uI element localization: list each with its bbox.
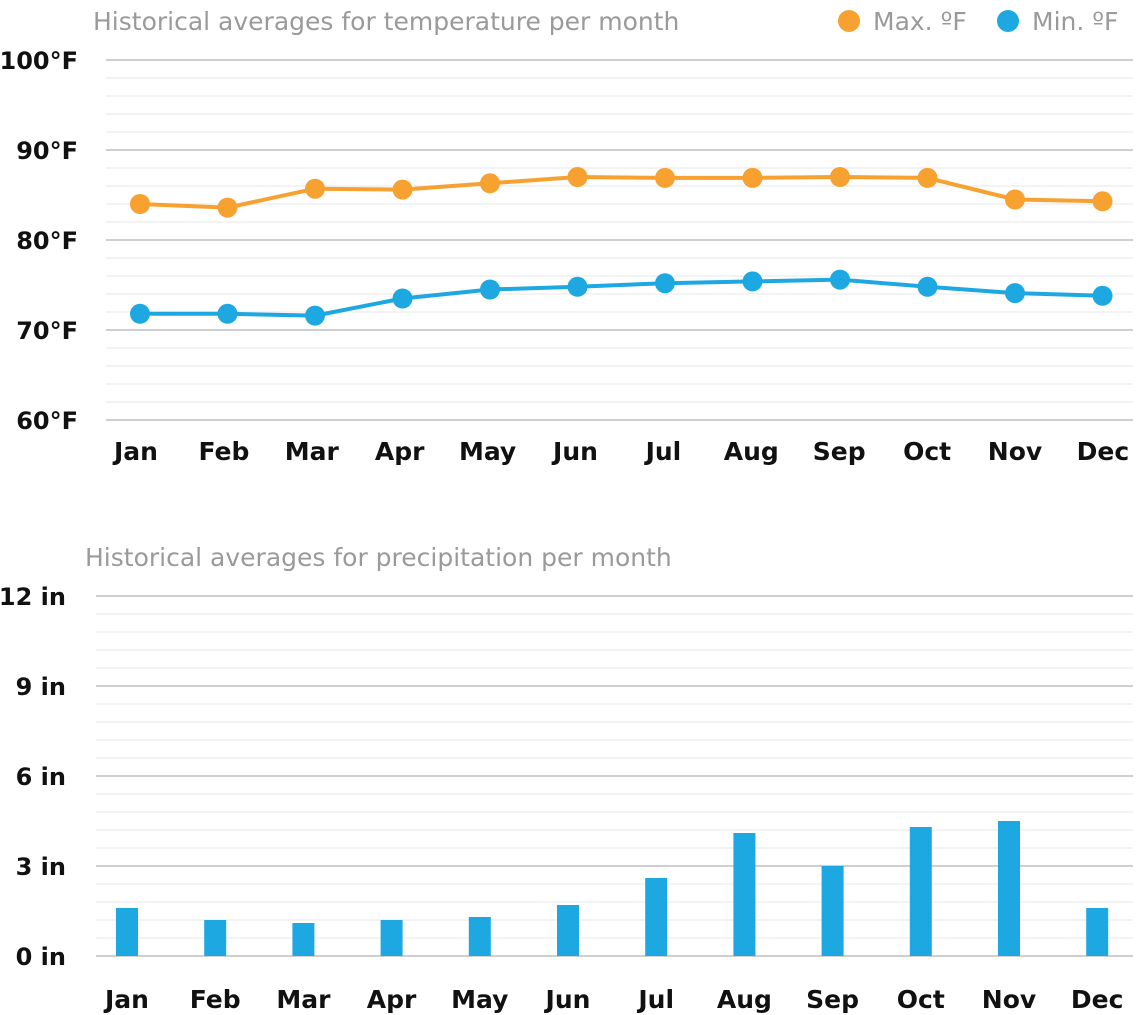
bar-mar[interactable] — [292, 923, 315, 956]
data-point-min-dec[interactable] — [1092, 285, 1113, 306]
x-tick-label: Oct — [897, 985, 945, 1014]
x-tick-label: Apr — [367, 985, 417, 1014]
temperature-chart: Historical averages for temperature per … — [0, 7, 1133, 466]
data-point-max-jun[interactable] — [567, 167, 588, 187]
data-point-max-jan[interactable] — [130, 194, 150, 214]
x-tick-label: Jun — [551, 437, 598, 466]
series-line-min — [140, 277, 1103, 318]
precipitation-chart-title: Historical averages for precipitation pe… — [85, 543, 672, 572]
precipitation-x-axis: Jan Feb Mar Apr May Jun Jul Aug Sep Oct Nov Dec — [103, 985, 1123, 1014]
data-point-max-jul[interactable] — [655, 167, 675, 188]
y-tick-label: 9 in — [16, 673, 66, 701]
y-tick-label: 3 in — [16, 853, 66, 881]
bar-jul[interactable] — [645, 878, 668, 956]
legend-min-marker[interactable] — [997, 10, 1019, 32]
data-point-max-aug[interactable] — [742, 167, 763, 188]
x-tick-label: Nov — [982, 985, 1036, 1014]
y-tick-label: 60°F — [16, 407, 78, 435]
x-tick-label: Nov — [988, 437, 1042, 466]
x-tick-label: Mar — [276, 985, 331, 1014]
data-point-max-apr[interactable] — [392, 179, 413, 200]
bar-aug[interactable] — [733, 833, 756, 956]
data-point-max-may[interactable] — [480, 173, 500, 194]
series-line-max — [139, 175, 1103, 210]
x-tick-label: Dec — [1077, 437, 1130, 466]
bar-feb[interactable] — [204, 920, 227, 956]
bar-oct[interactable] — [909, 827, 932, 956]
x-tick-label: Jan — [112, 437, 158, 466]
y-tick-label: 70°F — [16, 317, 78, 345]
data-point-max-dec[interactable] — [1092, 191, 1113, 212]
y-tick-label: 90°F — [16, 137, 78, 165]
x-tick-label: Feb — [198, 437, 249, 466]
x-tick-label: Mar — [285, 437, 340, 466]
bar-jun[interactable] — [557, 905, 579, 956]
data-point-max-feb[interactable] — [217, 197, 238, 218]
x-tick-label: May — [451, 985, 508, 1014]
data-point-min-apr[interactable] — [392, 288, 413, 309]
data-point-min-nov[interactable] — [1005, 283, 1025, 304]
data-point-min-sep[interactable] — [830, 269, 850, 290]
x-tick-label: Apr — [375, 437, 425, 466]
data-point-min-mar[interactable] — [305, 305, 325, 326]
y-tick-label: 100°F — [0, 47, 78, 75]
data-point-min-jun[interactable] — [567, 276, 588, 297]
y-tick-label: 80°F — [16, 227, 78, 255]
x-tick-label: Aug — [724, 437, 779, 466]
data-point-min-jan[interactable] — [130, 303, 150, 324]
y-tick-label: 0 in — [16, 943, 66, 971]
data-point-min-feb[interactable] — [217, 303, 238, 324]
precipitation-chart: Historical averages for precipitation pe… — [0, 543, 1133, 1014]
x-tick-label: Oct — [903, 437, 951, 466]
data-point-min-jul[interactable] — [655, 273, 675, 294]
legend-min-label[interactable]: Min. ºF — [1032, 7, 1118, 36]
x-tick-label: May — [459, 437, 516, 466]
legend-max-label[interactable]: Max. ºF — [873, 7, 967, 36]
temperature-x-axis: Jan Feb Mar Apr May Jun Jul Aug Sep Oct Nov Dec — [112, 437, 1129, 466]
data-point-max-oct[interactable] — [917, 167, 938, 188]
temperature-chart-title: Historical averages for temperature per … — [93, 7, 679, 36]
legend-max-marker[interactable] — [838, 10, 860, 32]
temperature-series — [130, 167, 1113, 326]
x-tick-label: Feb — [190, 985, 241, 1014]
y-tick-label: 12 in — [0, 583, 66, 611]
bar-dec[interactable] — [1086, 908, 1109, 956]
precipitation-y-axis: 12 in 9 in 6 in 3 in 0 in — [0, 583, 66, 971]
precipitation-gridlines — [96, 595, 1133, 957]
data-point-max-sep[interactable] — [830, 167, 850, 187]
x-tick-label: Jan — [103, 985, 149, 1014]
bar-sep[interactable] — [821, 866, 844, 956]
x-tick-label: Sep — [813, 437, 866, 466]
x-tick-label: Sep — [806, 985, 859, 1014]
x-tick-label: Jun — [544, 985, 591, 1014]
data-point-max-mar[interactable] — [305, 178, 325, 199]
data-point-min-oct[interactable] — [917, 276, 938, 297]
bar-nov[interactable] — [998, 821, 1020, 956]
data-point-min-may[interactable] — [480, 279, 500, 300]
temperature-gridlines — [106, 59, 1133, 421]
bar-may[interactable] — [468, 917, 491, 956]
x-tick-label: Aug — [717, 985, 772, 1014]
x-tick-label: Dec — [1071, 985, 1124, 1014]
temperature-y-axis: 100°F 90°F 80°F 70°F 60°F — [0, 47, 78, 435]
bar-jan[interactable] — [116, 908, 138, 956]
x-tick-label: Jul — [636, 985, 674, 1014]
legend: Max. ºF Min. ºF — [838, 7, 1118, 36]
bar-apr[interactable] — [380, 920, 403, 956]
data-point-max-nov[interactable] — [1005, 189, 1025, 210]
precipitation-bars — [116, 821, 1109, 956]
data-point-min-aug[interactable] — [742, 271, 763, 292]
y-tick-label: 6 in — [16, 763, 66, 791]
x-tick-label: Jul — [644, 437, 682, 466]
